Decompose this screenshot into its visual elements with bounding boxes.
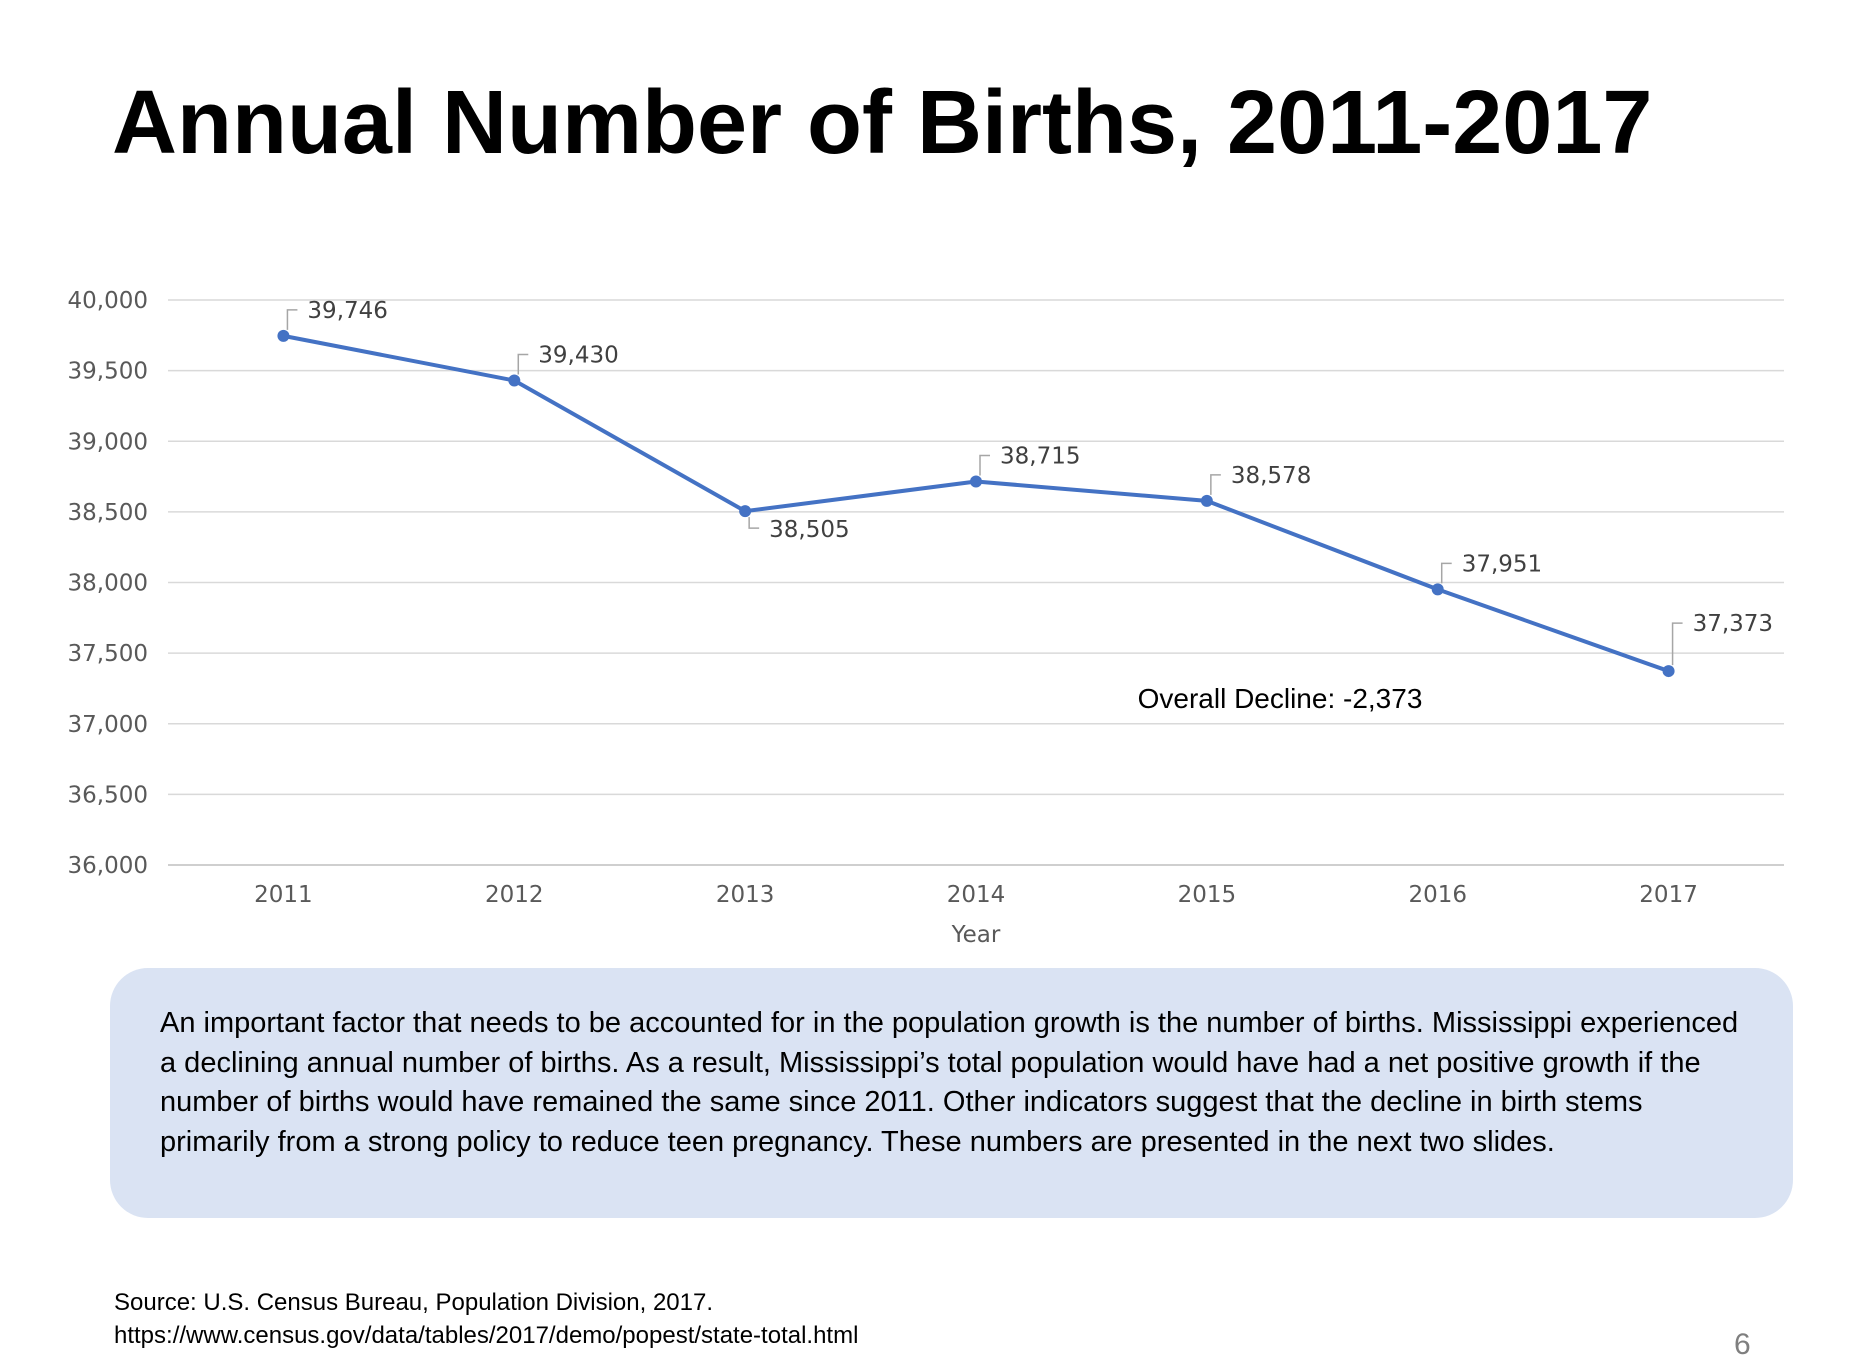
gridlines [168, 299, 1784, 866]
data-label: 38,505 [769, 517, 849, 543]
x-tick-label: 2012 [485, 882, 544, 908]
page-number: 6 [1734, 1328, 1751, 1361]
data-label-leader [748, 517, 760, 529]
y-tick-label: 39,000 [68, 429, 148, 455]
data-label: 38,715 [1000, 444, 1080, 470]
data-point [508, 374, 521, 387]
data-label: 38,578 [1231, 463, 1311, 489]
x-tick-label: 2015 [1178, 882, 1237, 908]
data-point [1431, 583, 1444, 596]
data-label: 37,373 [1693, 611, 1773, 637]
slide-title: Annual Number of Births, 2011-2017 [112, 73, 1653, 173]
data-label: 39,430 [538, 343, 618, 369]
data-label-leader [1671, 622, 1683, 666]
source-url: https://www.census.gov/data/tables/2017/… [114, 1322, 859, 1349]
births-line-chart: 36,000 36,500 37,000 37,500 38,000 38,500 39,0… [68, 288, 1784, 948]
x-axis-ticks: 2011 2012 2013 2014 2015 2016 2017 [254, 882, 1698, 908]
x-axis-title: Year [951, 922, 1001, 948]
data-points [277, 329, 1675, 678]
data-point [970, 475, 982, 488]
data-label-leader [517, 353, 529, 375]
data-label-leader [1440, 562, 1452, 584]
y-tick-label: 36,000 [68, 853, 148, 879]
x-tick-label: 2011 [254, 882, 313, 908]
y-tick-label: 38,500 [68, 500, 148, 526]
data-label: 37,951 [1462, 551, 1542, 577]
data-point [1200, 494, 1213, 507]
data-labels: 39,746 39,430 38,505 38,715 38,578 37,951 37,3… [307, 298, 1773, 637]
summary-callout: An important factor that needs to be acc… [110, 968, 1793, 1218]
series-line [283, 333, 1670, 673]
overall-decline-annotation: Overall Decline: -2,373 [1138, 683, 1423, 714]
y-tick-label: 40,000 [68, 288, 148, 314]
source-citation: Source: U.S. Census Bureau, Population D… [114, 1286, 858, 1352]
data-label: 39,746 [307, 298, 387, 324]
x-tick-label: 2017 [1639, 882, 1698, 908]
x-tick-label: 2013 [716, 882, 775, 908]
data-point [1662, 665, 1675, 678]
x-tick-label: 2016 [1408, 882, 1467, 908]
data-label-leader [1210, 474, 1221, 495]
x-tick-label: 2014 [947, 882, 1006, 908]
data-label-leader [286, 309, 298, 330]
data-label-leader [979, 454, 990, 476]
data-point [277, 329, 290, 342]
y-tick-label: 36,500 [68, 782, 148, 808]
y-tick-label: 38,000 [68, 571, 148, 597]
y-tick-label: 37,500 [68, 641, 148, 667]
data-point [739, 505, 752, 518]
source-line: Source: U.S. Census Bureau, Population D… [114, 1289, 714, 1316]
y-tick-label: 37,000 [68, 712, 148, 738]
summary-text: An important factor that needs to be acc… [160, 1007, 1739, 1158]
y-axis-ticks: 36,000 36,500 37,000 37,500 38,000 38,500 39,0… [68, 288, 148, 879]
y-tick-label: 39,500 [68, 359, 148, 385]
data-label-leaders [286, 309, 1683, 666]
